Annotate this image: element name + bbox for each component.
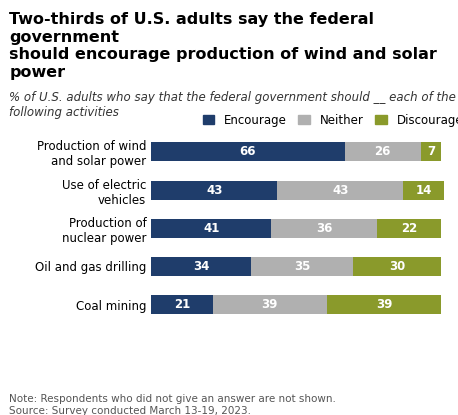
Bar [251, 257, 354, 276]
Text: 7: 7 [427, 145, 435, 159]
Text: 36: 36 [316, 222, 332, 235]
Bar [403, 181, 444, 200]
Text: 43: 43 [206, 183, 222, 197]
Bar [277, 181, 403, 200]
Text: 35: 35 [294, 260, 310, 273]
Text: 14: 14 [415, 183, 432, 197]
Bar [354, 257, 442, 276]
Text: 66: 66 [240, 145, 256, 159]
Bar [377, 219, 442, 238]
Bar [151, 257, 251, 276]
Text: 39: 39 [376, 298, 393, 311]
Bar [151, 181, 277, 200]
Text: 39: 39 [262, 298, 278, 311]
Text: Note: Respondents who did not give an answer are not shown.
Source: Survey condu: Note: Respondents who did not give an an… [9, 394, 336, 415]
Bar [271, 219, 377, 238]
Text: 43: 43 [332, 183, 349, 197]
Bar [151, 142, 344, 161]
Legend: Encourage, Neither, Discourage: Encourage, Neither, Discourage [202, 114, 458, 127]
Bar [213, 295, 327, 314]
Text: 21: 21 [174, 298, 190, 311]
Text: 34: 34 [193, 260, 209, 273]
Bar [151, 219, 271, 238]
Text: 26: 26 [375, 145, 391, 159]
Bar [151, 295, 213, 314]
Bar [344, 142, 421, 161]
Text: 22: 22 [401, 222, 417, 235]
Text: % of U.S. adults who say that the federal government should __ each of the
follo: % of U.S. adults who say that the federa… [9, 91, 456, 119]
Bar [421, 142, 442, 161]
Text: Two-thirds of U.S. adults say the federal government
should encourage production: Two-thirds of U.S. adults say the federa… [9, 12, 437, 80]
Bar [327, 295, 442, 314]
Text: 41: 41 [203, 222, 219, 235]
Text: 30: 30 [389, 260, 405, 273]
